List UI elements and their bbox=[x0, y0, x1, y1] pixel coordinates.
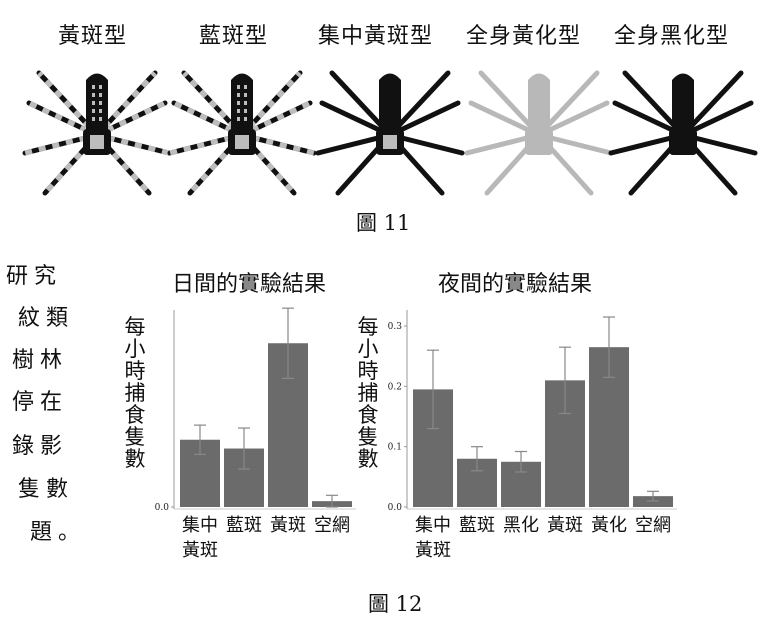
x-tick-label: 藍斑 bbox=[459, 515, 495, 536]
spider-figure bbox=[608, 70, 758, 196]
y-axis-label-char: 小 bbox=[358, 337, 379, 361]
x-tick-label: 空網 bbox=[314, 515, 350, 536]
y-axis-label-char: 食 bbox=[358, 403, 379, 427]
side-text-line: 錄影 bbox=[12, 434, 69, 459]
spider-label-5: 全身黑化型 bbox=[614, 24, 730, 49]
y-axis-label-char: 數 bbox=[125, 447, 146, 471]
side-text-line: 紋類 bbox=[18, 306, 75, 331]
spider-abdomen-spot bbox=[237, 85, 240, 89]
spider-label-4: 全身黃化型 bbox=[466, 24, 582, 49]
side-text-line: 停在 bbox=[12, 390, 69, 415]
spider-abdomen-spot bbox=[237, 93, 240, 97]
y-axis-label-char: 每 bbox=[358, 315, 379, 339]
y-axis-label-char: 小 bbox=[125, 337, 146, 361]
spider-abdomen-spot bbox=[92, 85, 95, 89]
y-tick-label: 0.3 bbox=[388, 322, 403, 332]
spider-abdomen-spot bbox=[99, 101, 102, 105]
y-axis-label-char: 時 bbox=[125, 359, 146, 383]
x-tick-label: 黑化 bbox=[503, 515, 539, 536]
spider-label-3: 集中黃斑型 bbox=[318, 24, 434, 49]
figure-12-caption: 圖 12 bbox=[368, 592, 423, 616]
spider-abdomen bbox=[86, 73, 108, 133]
y-tick-label: 0.0 bbox=[388, 503, 403, 513]
side-text-line: 題。 bbox=[30, 520, 87, 545]
spider-abdomen-spot bbox=[99, 109, 102, 113]
spider-abdomen bbox=[231, 73, 253, 133]
side-text-line: 隻數 bbox=[18, 477, 75, 502]
y-axis-label-char: 捕 bbox=[125, 381, 146, 405]
spider-abdomen-spot bbox=[92, 101, 95, 105]
day-chart-title: 日間的實驗結果 bbox=[172, 272, 327, 297]
figure-11-caption: 圖 11 bbox=[356, 211, 411, 235]
spider-center-mark bbox=[235, 135, 249, 149]
spider-abdomen-spot bbox=[99, 85, 102, 89]
y-axis-label-char: 每 bbox=[125, 315, 146, 339]
spider-abdomen bbox=[672, 73, 694, 133]
spider-label-1: 黃斑型 bbox=[58, 24, 128, 49]
y-tick-label: 0.1 bbox=[388, 443, 402, 453]
spider-abdomen-spot bbox=[92, 109, 95, 113]
side-text-line: 研究 bbox=[6, 264, 63, 289]
spider-center-mark bbox=[90, 135, 104, 149]
x-tick-label: 集中 bbox=[182, 515, 218, 536]
spider-morph-illustrations bbox=[22, 70, 758, 196]
spider-abdomen-spot bbox=[244, 93, 247, 97]
spider-center-mark bbox=[532, 135, 546, 149]
y-axis-label-char: 隻 bbox=[125, 425, 146, 449]
side-text-line: 樹林 bbox=[12, 348, 69, 373]
y-axis-label-char: 隻 bbox=[358, 425, 379, 449]
x-tick-label: 空網 bbox=[635, 515, 671, 536]
y-axis-label-char: 時 bbox=[358, 359, 379, 383]
spider-abdomen-spot bbox=[237, 109, 240, 113]
x-tick-label: 藍斑 bbox=[226, 515, 262, 536]
y-axis-label-char: 食 bbox=[125, 403, 146, 427]
spider-label-2: 藍斑型 bbox=[199, 24, 269, 49]
x-tick-label: 集中 bbox=[415, 515, 451, 536]
spider-figure bbox=[22, 70, 172, 196]
spider-abdomen-spot bbox=[244, 85, 247, 89]
spider-abdomen bbox=[528, 73, 550, 133]
y-axis-label-char: 數 bbox=[358, 447, 379, 471]
spider-abdomen-spot bbox=[99, 93, 102, 97]
spider-figure bbox=[315, 70, 465, 196]
night-chart-title: 夜間的實驗結果 bbox=[438, 272, 593, 297]
x-tick-label: 黃斑 bbox=[182, 540, 218, 561]
spider-abdomen-spot bbox=[244, 117, 247, 121]
spider-center-mark bbox=[676, 135, 690, 149]
spider-abdomen-spot bbox=[237, 101, 240, 105]
spider-figure bbox=[167, 70, 317, 196]
spider-figure bbox=[464, 70, 614, 196]
bar bbox=[633, 496, 673, 507]
x-tick-label: 黃斑 bbox=[270, 515, 306, 536]
spider-abdomen-spot bbox=[244, 101, 247, 105]
spider-abdomen-spot bbox=[244, 109, 247, 113]
spider-abdomen-spot bbox=[92, 117, 95, 121]
y-axis-label-char: 捕 bbox=[358, 381, 379, 405]
x-tick-label: 黃化 bbox=[591, 515, 627, 536]
x-tick-label: 黃斑 bbox=[547, 515, 583, 536]
y-tick-label: 0.0 bbox=[155, 503, 170, 513]
x-tick-label: 黃斑 bbox=[415, 540, 451, 561]
spider-abdomen-spot bbox=[99, 117, 102, 121]
spider-abdomen-spot bbox=[237, 117, 240, 121]
spider-abdomen bbox=[379, 73, 401, 133]
spider-center-mark bbox=[383, 135, 397, 149]
spider-abdomen-spot bbox=[92, 93, 95, 97]
y-tick-label: 0.2 bbox=[388, 382, 402, 392]
